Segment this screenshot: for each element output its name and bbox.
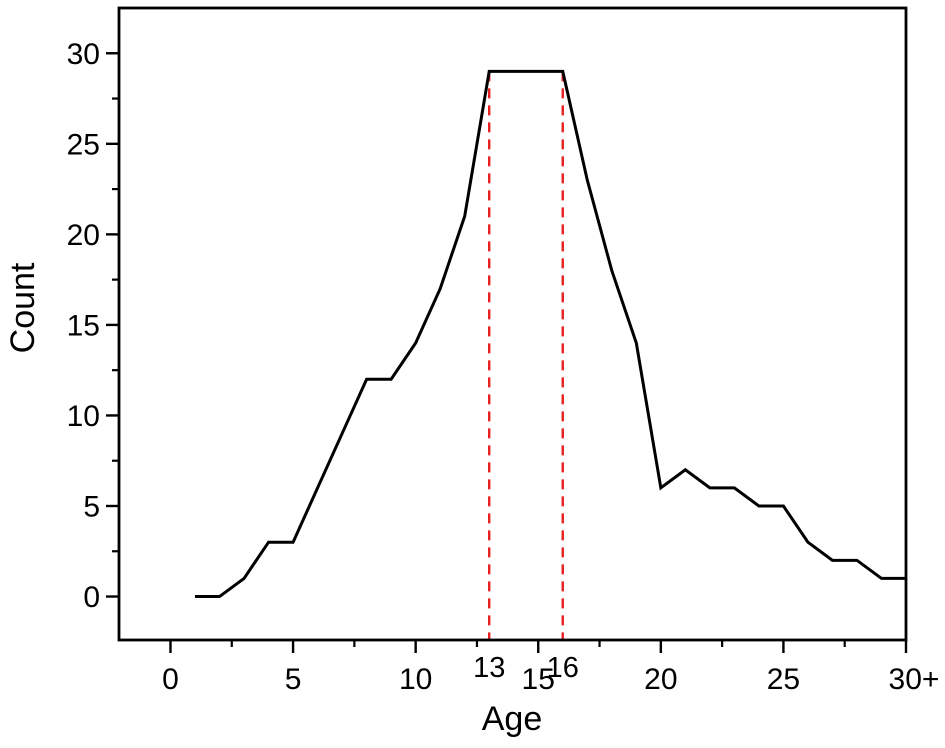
y-tick-label: 5 [83,490,100,523]
x-axis-title: Age [482,700,543,738]
x-tick-label: 25 [767,663,800,696]
annotation-vline-label-16: 16 [547,652,579,684]
y-tick-label: 15 [67,309,100,342]
x-tick-label: 20 [644,663,677,696]
series-line-count-vs-age [195,69,906,599]
annotation-vline-label-13: 13 [473,652,505,684]
x-tick-label: 0 [162,663,179,696]
y-tick-label: 20 [67,219,100,252]
x-tick-label: 15 [522,663,555,696]
x-tick-label: 30+ [889,663,940,696]
y-tick-label: 30 [67,38,100,71]
plot-generated-layer: 0 5 10 15 20 25 30+ 0 5 10 15 20 25 30 13 16 [67,6,940,696]
x-tick-label: 10 [399,663,432,696]
y-axis-title: Count [4,262,42,353]
plot-frame [117,6,908,642]
y-tick-label: 25 [67,128,100,161]
x-tick-label: 5 [285,663,302,696]
y-tick-label: 0 [83,581,100,614]
y-tick-label: 10 [67,400,100,433]
